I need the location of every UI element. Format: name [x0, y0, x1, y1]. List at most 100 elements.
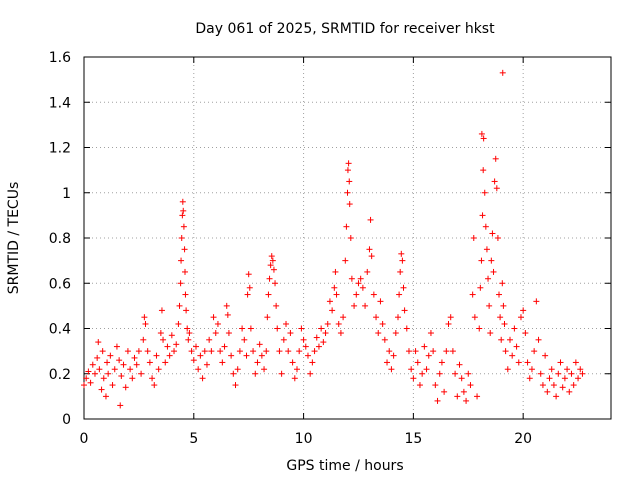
data-point	[471, 314, 478, 321]
data-point	[212, 330, 219, 337]
data-point	[120, 361, 127, 368]
data-point	[421, 343, 428, 350]
data-point	[131, 354, 138, 361]
data-point	[364, 268, 371, 275]
data-point	[287, 330, 294, 337]
data-point	[337, 330, 344, 337]
data-point	[445, 320, 452, 327]
data-point	[250, 348, 257, 355]
data-point	[244, 291, 251, 298]
data-point	[399, 257, 406, 264]
x-axis-label: GPS time / hours	[286, 458, 403, 474]
data-point	[550, 382, 557, 389]
data-point	[458, 375, 465, 382]
data-point	[395, 314, 402, 321]
data-point	[481, 189, 488, 196]
data-point	[487, 330, 494, 337]
data-point	[379, 320, 386, 327]
data-point	[273, 302, 280, 309]
data-point	[351, 302, 358, 309]
data-point	[553, 393, 560, 400]
data-point	[274, 325, 281, 332]
data-point	[366, 246, 373, 253]
data-point	[94, 354, 101, 361]
data-point	[98, 386, 105, 393]
data-point	[555, 370, 562, 377]
data-point	[427, 330, 434, 337]
data-point	[320, 339, 327, 346]
data-point	[353, 291, 360, 298]
data-point	[283, 320, 290, 327]
data-point	[441, 388, 448, 395]
data-point	[109, 382, 116, 389]
data-point	[515, 359, 522, 366]
data-point	[474, 393, 481, 400]
data-point	[113, 343, 120, 350]
data-point	[268, 253, 275, 260]
data-point	[184, 325, 191, 332]
data-point	[230, 370, 237, 377]
data-point	[452, 370, 459, 377]
data-point	[528, 366, 535, 373]
data-point	[386, 348, 393, 355]
data-point	[232, 382, 239, 389]
data-point	[247, 325, 254, 332]
data-point	[485, 275, 492, 282]
data-point	[559, 384, 566, 391]
data-point	[557, 359, 564, 366]
data-point	[398, 250, 405, 257]
data-point	[144, 348, 151, 355]
data-point	[124, 348, 131, 355]
data-point	[96, 366, 103, 373]
data-point	[252, 370, 259, 377]
data-point	[430, 348, 437, 355]
data-point	[186, 330, 193, 337]
data-point	[272, 280, 279, 287]
data-point	[347, 235, 354, 241]
data-point	[454, 393, 461, 400]
data-point	[502, 348, 509, 355]
data-point	[171, 348, 178, 355]
data-point	[264, 314, 271, 321]
data-point	[179, 198, 186, 205]
data-point	[162, 359, 169, 366]
data-point	[100, 375, 107, 382]
data-point	[298, 325, 305, 332]
data-point	[544, 388, 551, 395]
data-point	[355, 280, 362, 287]
data-point	[293, 366, 300, 373]
data-point	[497, 314, 504, 321]
data-point	[149, 375, 156, 382]
data-point	[289, 359, 296, 366]
data-point	[269, 257, 276, 264]
data-point	[318, 325, 325, 332]
data-point	[208, 348, 215, 355]
data-point	[572, 359, 579, 366]
data-point	[182, 268, 189, 275]
data-point	[359, 284, 366, 291]
data-point	[412, 348, 419, 355]
data-point	[492, 155, 499, 162]
data-point	[482, 223, 489, 230]
data-point	[127, 366, 134, 373]
data-point	[416, 382, 423, 389]
data-point	[153, 352, 160, 359]
data-point	[499, 69, 506, 76]
y-tick-label: 0.6	[49, 276, 71, 292]
data-point	[190, 357, 197, 364]
data-point	[111, 366, 118, 373]
data-point	[501, 320, 508, 327]
data-point	[104, 359, 111, 366]
data-point	[535, 336, 542, 343]
data-point	[122, 384, 129, 391]
data-point	[296, 348, 303, 355]
data-point	[199, 375, 206, 382]
data-point	[178, 257, 185, 264]
data-point	[401, 307, 408, 314]
data-point	[151, 382, 158, 389]
y-tick-label: 0	[62, 412, 71, 428]
data-point	[345, 160, 352, 167]
data-point	[438, 359, 445, 366]
data-point	[99, 348, 106, 355]
data-point	[265, 291, 272, 298]
